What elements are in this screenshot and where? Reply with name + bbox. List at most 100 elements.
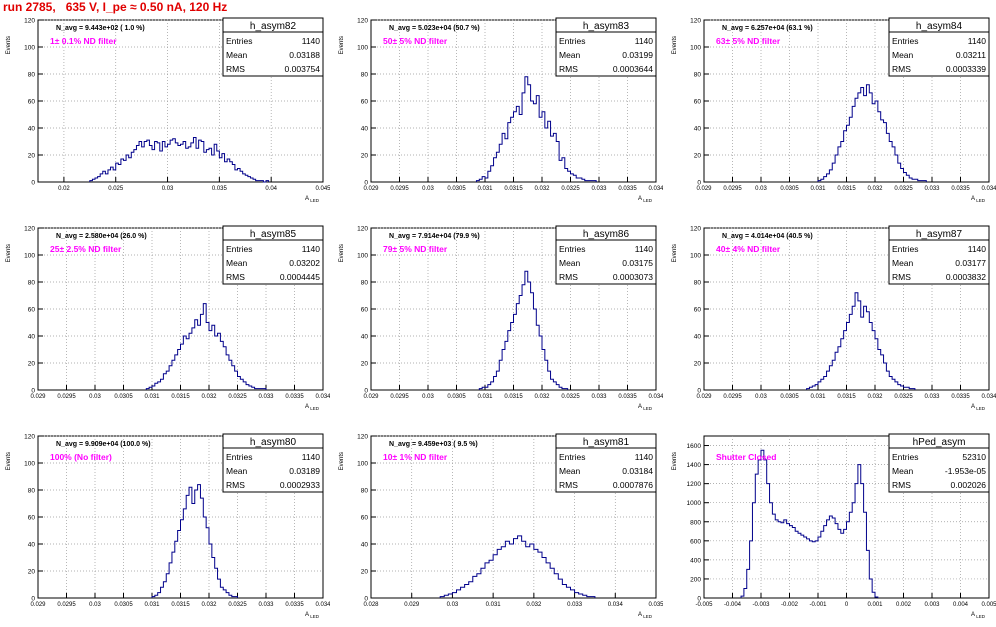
y-tick-label: 100 [357, 45, 368, 52]
navg-annotation: N_avg = 2.580e+04 (26.0 %) [56, 233, 147, 240]
y-tick-label: 20 [28, 153, 36, 160]
stat-label: RMS [226, 64, 245, 74]
stat-value: 0.03177 [955, 258, 986, 268]
x-tick-label: 0.032 [526, 602, 542, 608]
stats-box [222, 433, 324, 493]
x-tick-label: 0.031 [144, 602, 160, 608]
stat-label: Entries [892, 244, 918, 254]
y-tick-label: 120 [357, 434, 368, 441]
y-tick-label: 60 [28, 307, 36, 314]
stats-box [888, 225, 990, 285]
y-tick-label: 0 [31, 180, 35, 187]
x-tick-label: 0.032 [201, 394, 217, 400]
x-tick-label: 0.0305 [780, 186, 799, 192]
y-tick-label: 80 [28, 488, 36, 495]
stat-value: 0.0003832 [946, 272, 986, 282]
histogram-line [806, 292, 916, 390]
x-tick-label: -0.005 [695, 602, 713, 608]
y-tick-label: 60 [361, 307, 369, 314]
stat-value: 0.0004445 [280, 272, 320, 282]
histogram-panel-hPed_asym: 0 200 400 600 800 1000 1200 1400 1600 -0.005 -0.00… [666, 430, 996, 622]
stat-label: Entries [226, 452, 252, 462]
stat-label: Mean [892, 258, 914, 268]
x-tick-label: 0.034 [648, 394, 663, 400]
stat-value: 0.0003339 [946, 64, 986, 74]
y-tick-label: 20 [694, 361, 702, 368]
navg-annotation: N_avg = 9.459e+03 ( 9.5 %) [389, 441, 478, 448]
x-axis-title: A LED [305, 612, 320, 619]
x-tick-label: 0.031 [810, 186, 826, 192]
stat-value: 52310 [962, 452, 986, 462]
x-axis-title: A LED [638, 196, 653, 203]
x-tick-label: 0.0325 [561, 394, 580, 400]
stat-label: Mean [559, 258, 581, 268]
histogram-line [151, 484, 238, 598]
stat-value: 1140 [968, 244, 987, 254]
y-tick-label: 60 [28, 515, 36, 522]
y-tick-label: 60 [361, 99, 369, 106]
stat-value: 0.03188 [289, 50, 320, 60]
x-tick-label: 0.0325 [894, 186, 913, 192]
stat-value: 0.03199 [622, 50, 653, 60]
y-tick-label: 20 [28, 569, 36, 576]
x-tick-label: 0.035 [648, 602, 663, 608]
x-tick-label: 0.032 [867, 186, 883, 192]
histogram-name: h_asym86 [583, 229, 630, 240]
x-tick-label: 0.029 [404, 602, 420, 608]
x-tick-label: 0.0305 [447, 394, 466, 400]
navg-annotation: N_avg = 5.023e+04 (50.7 %) [389, 25, 480, 32]
filter-note: 40± 4% ND filter [716, 244, 781, 254]
histogram-name: h_asym80 [250, 437, 297, 448]
x-tick-label: 0.031 [144, 394, 160, 400]
y-tick-label: 100 [357, 253, 368, 260]
stat-value: 0.0007876 [613, 480, 653, 490]
histogram-panel-h_asym83: 0 20 40 60 80 100 120 0.029 0.0295 0.03 0.0305 0.03… [333, 14, 664, 206]
histogram-line [145, 303, 267, 390]
stat-label: Entries [559, 244, 585, 254]
navg-annotation: N_avg = 6.257e+04 (63.1 %) [722, 25, 813, 32]
y-tick-label: 80 [694, 280, 702, 287]
histogram-panel-h_asym80: 0 20 40 60 80 100 120 0.029 0.0295 0.03 0.0305 0.03… [0, 430, 331, 622]
histogram-panel-h_asym87: 0 20 40 60 80 100 120 0.029 0.0295 0.03 0.0305 0.03… [666, 222, 996, 414]
y-axis-title: Events [339, 452, 345, 470]
histogram-panel-h_asym82: 0 20 40 60 80 100 120 0.02 0.025 0.03 0.035 0.04 0.0… [0, 14, 331, 206]
x-tick-label: 0.032 [534, 394, 550, 400]
stat-label: RMS [226, 272, 245, 282]
stat-label: Entries [892, 452, 918, 462]
filter-note: 63± 5% ND filter [716, 36, 781, 46]
filter-note: 25± 2.5% ND filter [50, 244, 122, 254]
histogram-line [89, 136, 270, 183]
stat-value: 1140 [302, 244, 321, 254]
filter-note: 10± 1% ND filter [383, 452, 448, 462]
filter-note: 79± 5% ND filter [383, 244, 448, 254]
y-tick-label: 100 [690, 253, 701, 260]
y-axis-title: Events [6, 244, 12, 262]
stat-label: RMS [559, 480, 578, 490]
y-tick-label: 40 [361, 542, 369, 549]
y-tick-label: 800 [690, 519, 701, 526]
x-tick-label: 0.033 [591, 394, 607, 400]
histogram-svg: 0 20 40 60 80 100 120 0.029 0.0295 0.03 0.0305 0.03… [672, 17, 996, 203]
filter-note: 50± 5% ND filter [383, 36, 448, 46]
x-tick-label: -0.002 [781, 602, 799, 608]
x-tick-label: 0.033 [924, 186, 940, 192]
stat-label: RMS [559, 64, 578, 74]
histogram-panel-h_asym84: 0 20 40 60 80 100 120 0.029 0.0295 0.03 0.0305 0.03… [666, 14, 996, 206]
stat-value: 0.003754 [285, 64, 321, 74]
y-tick-label: 40 [694, 126, 702, 133]
stat-value: 0.0002933 [280, 480, 320, 490]
y-tick-label: 600 [690, 538, 701, 545]
x-tick-label: 0 [845, 602, 849, 608]
x-tick-label: 0.029 [696, 186, 712, 192]
x-tick-label: 0.029 [30, 394, 46, 400]
stats-box [555, 433, 657, 493]
histogram-line [478, 270, 569, 390]
y-tick-label: 80 [28, 280, 36, 287]
stat-label: Entries [559, 452, 585, 462]
histogram-name: h_asym85 [250, 229, 297, 240]
x-tick-label: 0.004 [953, 602, 969, 608]
x-tick-label: 0.04 [265, 186, 277, 192]
x-tick-label: 0.0295 [390, 186, 409, 192]
stat-label: RMS [559, 272, 578, 282]
y-tick-label: 40 [694, 334, 702, 341]
